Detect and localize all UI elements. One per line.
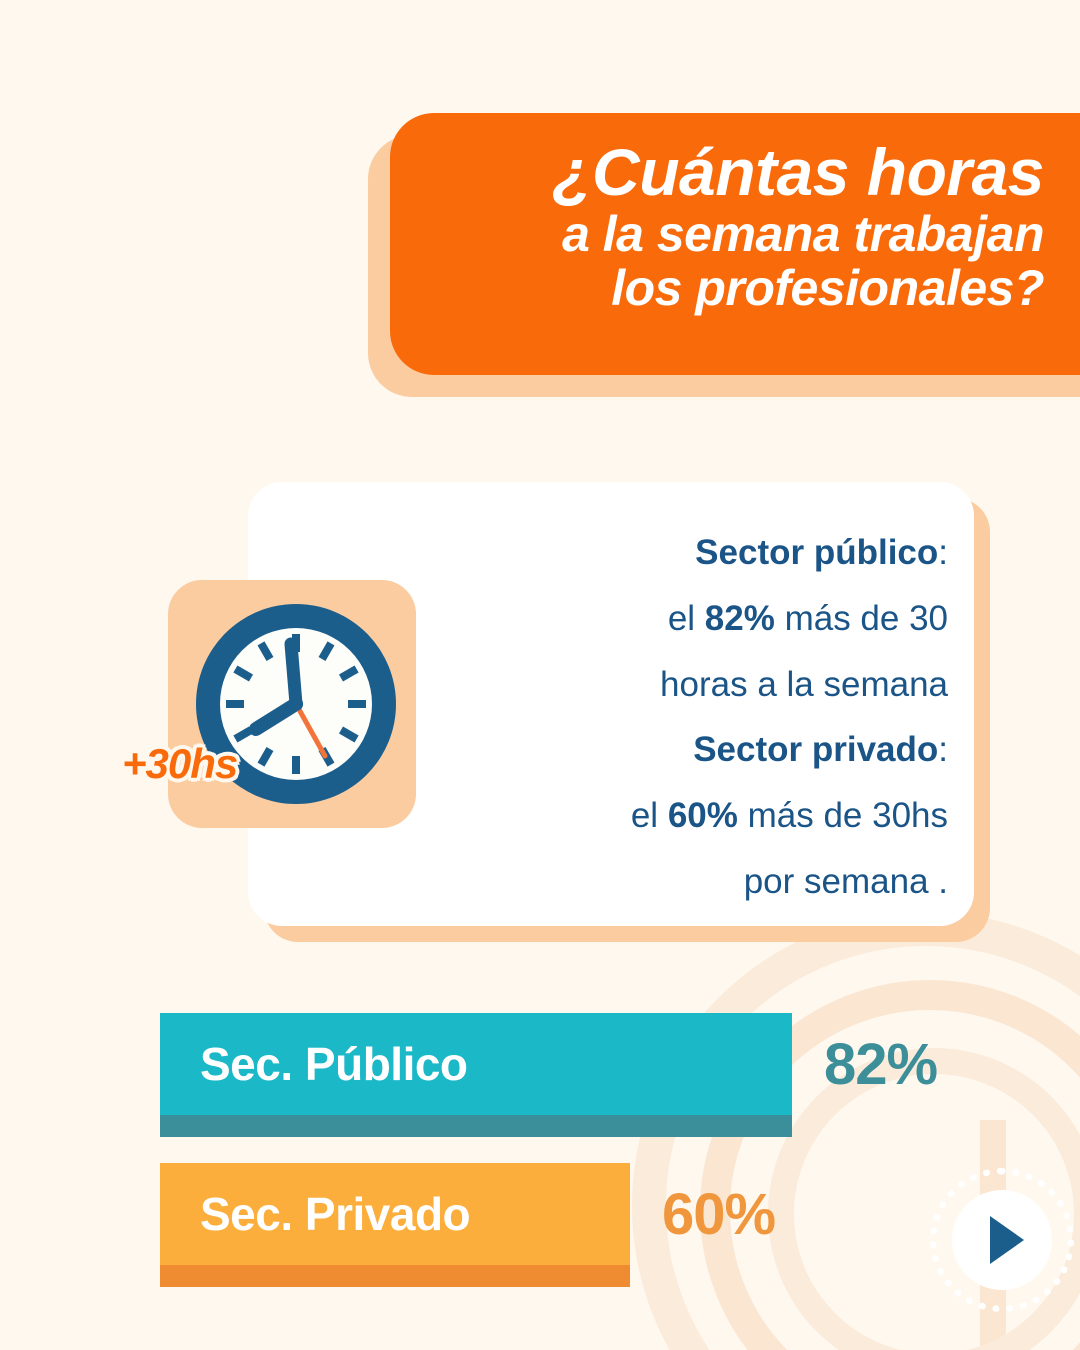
bar-label-private: Sec. Privado <box>200 1188 471 1240</box>
play-dotted-ring <box>930 1168 1074 1312</box>
public-sector-line-b: horas a la semana <box>660 664 948 704</box>
info-card-text: Sector público: el 82% más de 30 horas a… <box>500 520 948 915</box>
private-sector-line-b: por semana . <box>743 861 948 901</box>
bar-row-private: Sec. Privado 60% <box>160 1163 776 1287</box>
public-line-a-post: más de 30 <box>774 598 948 638</box>
private-sector-heading-line: Sector privado: <box>500 717 948 783</box>
bar-private: Sec. Privado <box>160 1163 630 1287</box>
bar-public: Sec. Público <box>160 1013 792 1137</box>
title-banner: ¿Cuántas horas a la semana trabajan los … <box>390 113 1080 375</box>
title-line-1: ¿Cuántas horas <box>552 135 1044 209</box>
private-line-a-post: más de 30hs <box>737 796 948 836</box>
bar-row-public: Sec. Público 82% <box>160 1013 938 1137</box>
title-line-2: a la semana trabajan <box>562 206 1044 262</box>
private-sector-heading: Sector privado <box>693 730 939 770</box>
bar-label-public: Sec. Público <box>200 1038 468 1090</box>
public-sector-heading-line: Sector público: <box>500 520 948 586</box>
play-icon <box>990 1216 1024 1264</box>
private-percent-value: 60% <box>667 796 738 836</box>
hours-badge: +30hs <box>122 740 238 787</box>
public-sector-heading: Sector público <box>695 533 939 572</box>
bar-value-public: 82% <box>824 1031 938 1097</box>
public-sector-line-a: el 82% más de 30 <box>500 586 948 652</box>
title-line-3: los profesionales? <box>611 260 1044 316</box>
public-sector-colon: : <box>938 533 948 572</box>
private-sector-colon: : <box>938 730 948 770</box>
public-percent-value: 82% <box>704 598 775 638</box>
private-sector-line-a: el 60% más de 30hs <box>500 783 948 849</box>
alarm-clock-icon <box>192 600 400 808</box>
public-line-a-pre: el <box>667 598 705 638</box>
private-line-a-pre: el <box>630 796 668 836</box>
play-button[interactable] <box>930 1168 1074 1312</box>
bar-value-private: 60% <box>662 1181 776 1247</box>
